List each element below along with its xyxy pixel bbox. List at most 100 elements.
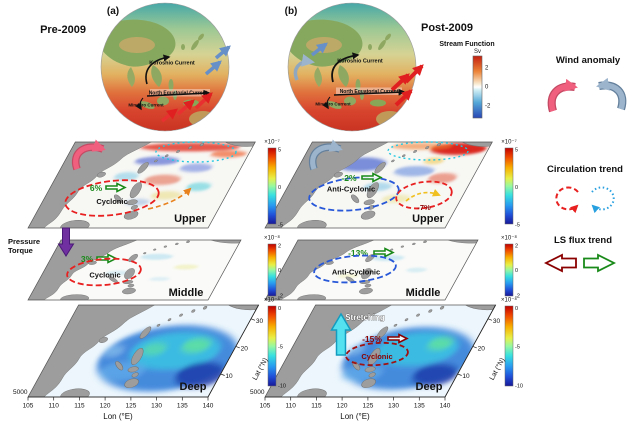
lat-axis-label: Lat (°N) xyxy=(488,357,507,382)
globe-a-art xyxy=(99,3,229,131)
anticyclonic-trend-ellipse xyxy=(313,254,397,284)
annotations-a-deep: Deep xyxy=(180,381,207,393)
flow-trend-dashed-arrow xyxy=(147,187,192,210)
colorbar-tick: -5 xyxy=(278,223,283,229)
colorbar-exponent: ×10⁻⁷ xyxy=(264,139,280,146)
colorbar-tick: 2 xyxy=(515,244,518,250)
nec-label: North Equatorial Current xyxy=(340,89,399,95)
lon-tick: 120 xyxy=(337,403,348,410)
wind-anomaly-curl-icon xyxy=(310,139,343,170)
colorbar-tick: 0 xyxy=(515,268,518,274)
colorbar-tick: -5 xyxy=(515,345,520,351)
colorbar-exponent: ×10⁻⁷ xyxy=(501,139,517,146)
layer-map-upper-a xyxy=(28,142,256,229)
lon-tick: 125 xyxy=(125,403,136,410)
layer-map-middle-a xyxy=(27,240,241,301)
nec-label: North Equatorial Current xyxy=(149,90,208,96)
lon-tick: 130 xyxy=(388,403,399,410)
lon-tick: 110 xyxy=(49,403,60,410)
lon-axis-label: Lon (°E) xyxy=(103,412,133,421)
colorbar-exponent: ×10⁻⁸ xyxy=(264,235,280,242)
cyclonic-trend-ellipse xyxy=(345,341,409,367)
colorbar-tick: -10 xyxy=(515,384,523,390)
kuroshio-current-arrow xyxy=(331,52,360,83)
sf-tick: -2 xyxy=(485,104,491,110)
colorbar-deep-b: ×10⁻⁸ 0 -5 -10 xyxy=(501,297,523,390)
era-label-post2009: Post-2009 xyxy=(421,22,473,34)
annotations-a-upper: 6% Cyclonic Upper xyxy=(64,139,237,225)
layer-map-middle-b xyxy=(264,240,478,301)
flux-pct-label: -15% xyxy=(362,334,382,344)
colorbar-tick: 0 xyxy=(278,185,281,191)
stream-function-title: Stream Function xyxy=(439,41,494,48)
anticyclonic-trend-ellipse-main xyxy=(308,176,400,212)
lon-tick: 135 xyxy=(177,403,188,410)
colorbar-tick: -10 xyxy=(278,384,286,390)
colorbar-tick: -2 xyxy=(515,294,520,300)
lat-tick: 10 xyxy=(225,373,233,380)
lat-tick: 30 xyxy=(493,318,501,325)
mindoro-current-label: Mindoro Current xyxy=(315,102,351,107)
lon-tick: 125 xyxy=(362,403,373,410)
globe-post2009: Kuroshio Current North Equatorial Curren… xyxy=(286,3,424,131)
colorbar-tick: -5 xyxy=(515,223,520,229)
era-label-pre2009: Pre-2009 xyxy=(40,24,86,36)
lon-tick: 105 xyxy=(23,403,34,410)
legend-wind-anomaly-label: Wind anomaly xyxy=(556,55,621,66)
colorbar-tick: 0 xyxy=(278,306,281,312)
annotations-b-middle: -13% Anti-Cyclonic Middle xyxy=(313,247,440,299)
lon-tick: 115 xyxy=(74,403,85,410)
sv-unit-label: Sv xyxy=(474,49,481,55)
colorbar-exponent: ×10⁻⁸ xyxy=(501,297,517,304)
layer-map-upper-b xyxy=(264,142,493,229)
lat-tick: 10 xyxy=(462,373,470,380)
panel-b-tag: (b) xyxy=(285,6,298,17)
colorbar-exponent: ×10⁻⁸ xyxy=(264,297,280,304)
stream-function-colorbar: Stream Function Sv 2 0 -2 xyxy=(439,41,495,119)
cyclonic-trend-icon xyxy=(555,186,579,214)
depth-tick: 5000 xyxy=(13,389,28,396)
legend-ls-flux-label: LS flux trend xyxy=(554,235,612,246)
wind-anomaly-curl-icon xyxy=(73,139,106,170)
layer-name-label: Deep xyxy=(416,381,443,393)
lon-tick: 120 xyxy=(100,403,111,410)
lon-tick: 105 xyxy=(260,403,271,410)
flux-pct-label: -2% xyxy=(341,173,357,183)
middle-a-anomaly-field xyxy=(105,253,199,282)
pressure-torque-label-line1: Pressure xyxy=(8,237,40,246)
circulation-label: Anti-Cyclonic xyxy=(332,268,380,277)
wind-anomaly-red-icon xyxy=(547,78,578,113)
lon-tick: 110 xyxy=(286,403,297,410)
nec-label-bg xyxy=(150,89,210,97)
wind-anomaly-blue-icon xyxy=(596,77,627,111)
globe-b-art xyxy=(286,3,416,131)
ls-flux-green-arrow-icon xyxy=(583,253,617,273)
anticyclonic-trend-ellipse xyxy=(387,141,469,161)
circulation-label: Anti-Cyclonic xyxy=(327,185,375,194)
flux-pct-label: 6% xyxy=(90,183,103,193)
mindoro-current-label: Mindoro Current xyxy=(128,103,164,108)
flux-pct-label: 3% xyxy=(81,254,94,264)
anticyclonic-trend-ellipse xyxy=(155,141,237,163)
cyclonic-trend-ellipse xyxy=(64,179,160,217)
stretching-label: Stretching xyxy=(345,313,385,322)
annotations-a-middle: Pressure Torque 3% Cyclonic Middle xyxy=(8,227,204,299)
annotations-b-upper: -2% Anti-Cyclonic -7% Upper xyxy=(308,139,469,225)
layer-name-label: Middle xyxy=(169,287,204,299)
mindoro-current-arrow xyxy=(135,97,144,111)
nec-arrow xyxy=(146,89,211,97)
colorbar-upper-a: ×10⁻⁷ 5 0 -5 xyxy=(264,139,283,229)
layer-frame-upper-a xyxy=(27,141,256,229)
colorbar-middle-b: ×10⁻⁸ 2 0 -2 xyxy=(501,235,520,300)
layer-name-label: Upper xyxy=(174,213,207,225)
colorbar-tick: 5 xyxy=(515,148,518,154)
wind-anomaly-red-arrows xyxy=(160,92,213,123)
colorbar-tick: 0 xyxy=(515,185,518,191)
wind-anomaly-blue-arrows xyxy=(293,42,328,81)
layer-frame-middle-a xyxy=(27,239,242,301)
lon-tick: 140 xyxy=(440,403,451,410)
circulation-label: Cyclonic xyxy=(96,197,127,206)
wind-anomaly-blue-arrows xyxy=(204,45,231,76)
lon-axis-label: Lon (°E) xyxy=(340,412,370,421)
